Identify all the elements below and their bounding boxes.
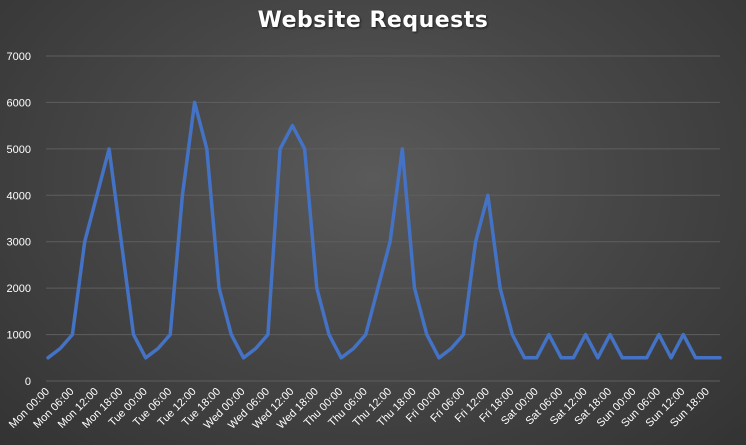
y-tick-label: 2000 <box>7 283 31 295</box>
y-tick-label: 5000 <box>7 144 31 156</box>
y-tick-label: 6000 <box>7 97 31 109</box>
chart-title: Website Requests <box>257 8 489 33</box>
y-tick-label: 7000 <box>7 51 31 63</box>
y-tick-label: 3000 <box>7 237 31 249</box>
series-line <box>46 100 722 360</box>
y-tick-label: 0 <box>25 376 31 388</box>
y-tick-label: 4000 <box>7 190 31 202</box>
y-tick-label: 1000 <box>7 330 31 342</box>
